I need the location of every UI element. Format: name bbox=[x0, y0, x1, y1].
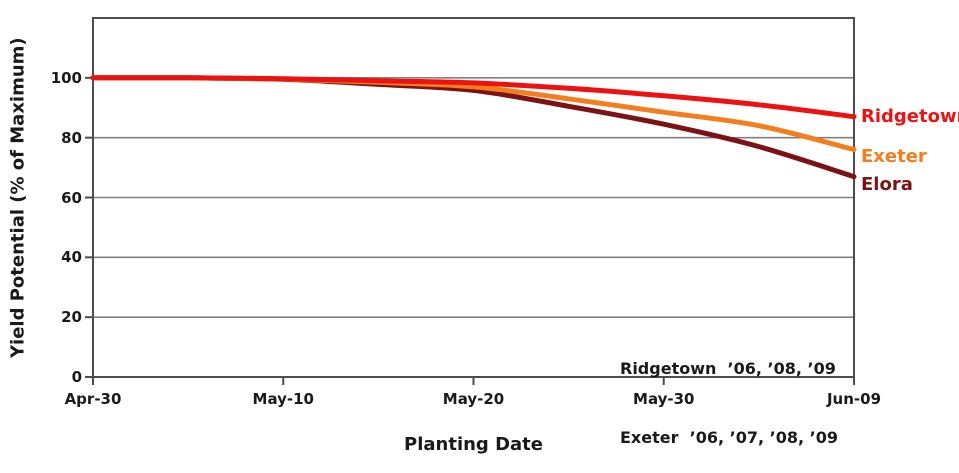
series-label-ridgetown: Ridgetown bbox=[861, 106, 959, 127]
series-line-exeter bbox=[90, 75, 857, 153]
y-tick-label-80: 80 bbox=[61, 128, 82, 147]
x-tick-label-Apr-30: Apr-30 bbox=[64, 390, 122, 408]
annotation-line-ridgetown: Ridgetown ’06, ’08, ’09 bbox=[620, 359, 836, 378]
y-tick-label-20: 20 bbox=[61, 308, 82, 327]
x-tick-label-May-10: May-10 bbox=[252, 390, 314, 408]
y-tick-label-40: 40 bbox=[61, 248, 82, 267]
series-label-exeter: Exeter bbox=[861, 146, 927, 167]
series-line-elora bbox=[90, 75, 857, 180]
y-tick-label-0: 0 bbox=[71, 368, 82, 386]
series-line-ridgetown bbox=[90, 75, 857, 120]
x-axis-title: Planting Date bbox=[404, 434, 543, 455]
y-tick-label-60: 60 bbox=[61, 188, 82, 207]
annotation-line-exeter: Exeter ’06, ’07, ’08, ’09 bbox=[620, 428, 838, 447]
x-tick-label-Jun-09: Jun-09 bbox=[826, 390, 882, 408]
annotation-block: Ridgetown ’06, ’08, ’09 Exeter ’06, ’07,… bbox=[620, 311, 838, 473]
series-label-elora: Elora bbox=[861, 174, 913, 195]
y-tick-label-100: 100 bbox=[50, 68, 82, 87]
x-tick-label-May-30: May-30 bbox=[633, 390, 695, 408]
x-tick-label-May-20: May-20 bbox=[442, 390, 505, 408]
